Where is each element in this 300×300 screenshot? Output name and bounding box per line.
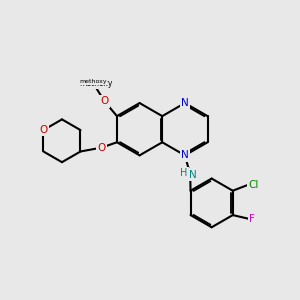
Text: N: N (181, 98, 189, 108)
Text: N: N (181, 150, 189, 160)
Text: O: O (39, 125, 48, 135)
Text: N: N (189, 170, 197, 180)
Text: F: F (249, 214, 255, 224)
Text: methoxy: methoxy (80, 80, 107, 84)
Text: O: O (98, 142, 106, 153)
Text: Cl: Cl (248, 180, 259, 190)
Text: methoxy: methoxy (80, 79, 113, 88)
Text: O: O (100, 96, 109, 106)
Text: H: H (180, 168, 188, 178)
